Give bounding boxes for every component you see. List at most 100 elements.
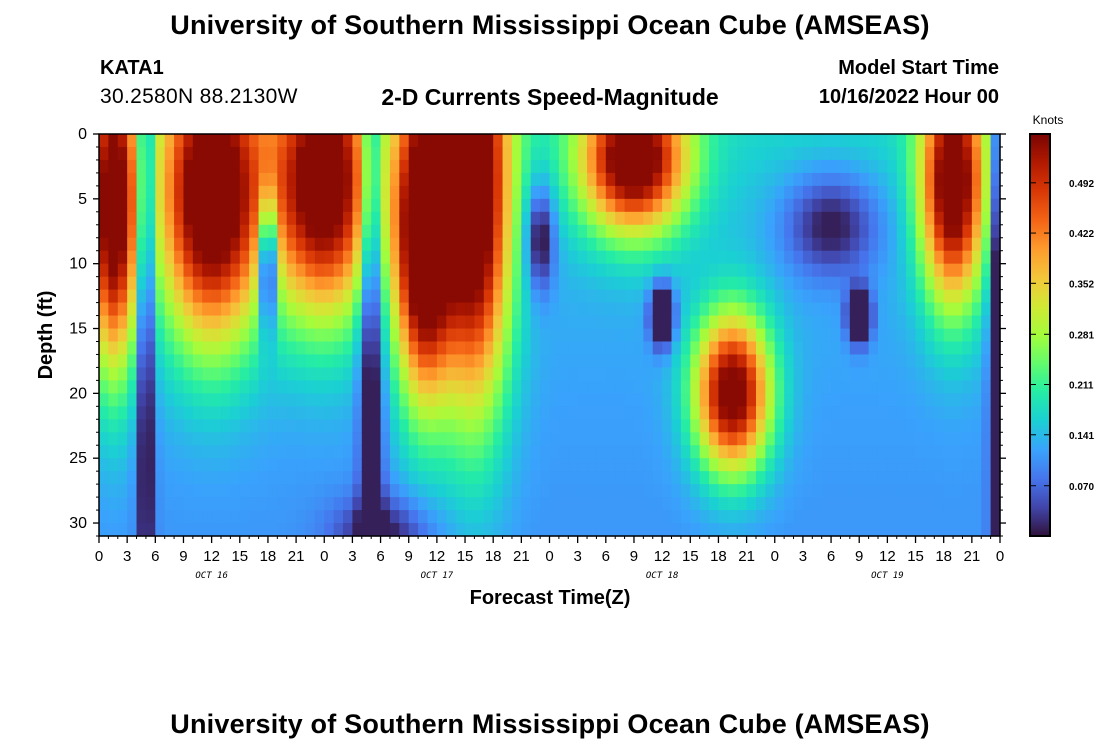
heatmap-cell [427,380,438,394]
heatmap-cell [511,302,522,317]
heatmap-cell [652,380,663,394]
heatmap-cell [549,185,560,200]
heatmap-cell [174,289,185,304]
heatmap-cell [108,380,119,394]
heatmap-cell [662,458,673,472]
heatmap-cell [117,406,128,420]
heatmap-cell [840,484,851,498]
heatmap-cell [746,198,757,213]
heatmap-cell [577,328,588,343]
heatmap-cell [286,341,297,356]
heatmap-cell [680,341,691,356]
heatmap-cell [239,406,250,420]
heatmap-cell [493,380,504,394]
heatmap-cell [296,211,307,226]
heatmap-cell [943,445,954,459]
heatmap-cell [568,263,579,278]
heatmap-cell [221,393,231,407]
heatmap-cell [389,315,400,330]
heatmap-cell [221,198,231,213]
heatmap-cell [577,497,588,511]
heatmap-cell [849,172,860,187]
heatmap-cell [333,471,344,485]
heatmap-cell [418,432,429,446]
heatmap-cell [305,419,316,433]
heatmap-cell [596,497,607,511]
heatmap-cell [662,302,673,317]
x-tick-label: 12 [654,548,671,565]
heatmap-cell [127,419,138,433]
heatmap-cell [971,198,982,213]
heatmap-cell [906,146,917,161]
heatmap-cell [877,211,888,226]
heatmap-cell [521,432,532,446]
heatmap-cell [981,445,992,459]
heatmap-cell [793,289,804,304]
heatmap-cell [333,510,344,524]
heatmap-cell [249,146,260,161]
heatmap-cell [136,315,147,330]
heatmap-cell [239,276,250,291]
heatmap-cell [192,276,203,291]
heatmap-cell [577,198,588,213]
heatmap-cell [962,393,973,407]
heatmap-cell [812,146,823,161]
heatmap-cell [868,328,879,343]
heatmap-cell [314,484,325,498]
heatmap-cell [812,172,823,187]
heatmap-cell [605,172,616,187]
heatmap-cell [296,523,307,537]
heatmap-cell [352,276,363,291]
heatmap-cell [183,484,194,498]
heatmap-cell [493,406,504,420]
heatmap-cell [774,406,785,420]
heatmap-cell [755,380,766,394]
heatmap-cell [296,510,307,524]
heatmap-cell [99,497,109,511]
heatmap-cell [924,315,935,330]
heatmap-cell [343,276,354,291]
heatmap-cell [812,354,823,369]
heatmap-cell [127,523,138,537]
heatmap-cell [511,380,522,394]
heatmap-cell [568,250,579,265]
heatmap-cell [155,497,166,511]
heatmap-cell [652,367,663,381]
heatmap-cell [849,263,860,278]
heatmap-cell [840,276,851,291]
heatmap-cell [389,250,400,265]
heatmap-cell [943,471,954,485]
heatmap-cell [981,497,992,511]
heatmap-cell [352,484,363,498]
heatmap-cell [380,159,391,174]
heatmap-cell [849,302,860,317]
heatmap-cell [953,341,964,356]
heatmap-cell [127,134,138,148]
heatmap-cell [774,393,785,407]
heatmap-cell [699,523,710,537]
heatmap-cell [305,159,316,174]
heatmap-cell [296,146,307,161]
heatmap-cell [286,445,297,459]
heatmap-cell [267,523,278,537]
heatmap-cell [455,289,466,304]
heatmap-cell [943,224,954,239]
heatmap-cell [746,315,757,330]
heatmap-cell [577,432,588,446]
heatmap-cell [812,159,823,174]
heatmap-cell [324,315,335,330]
heatmap-cell [174,198,185,213]
heatmap-cell [915,523,926,537]
heatmap-cell [380,471,391,485]
heatmap-cell [615,224,626,239]
heatmap-cell [389,510,400,524]
heatmap-cell [446,198,457,213]
heatmap-cell [690,497,701,511]
heatmap-cell [784,523,795,537]
heatmap-cell [906,484,917,498]
heatmap-cell [183,224,194,239]
heatmap-cell [511,510,522,524]
heatmap-cell [333,497,344,511]
heatmap-cell [352,289,363,304]
